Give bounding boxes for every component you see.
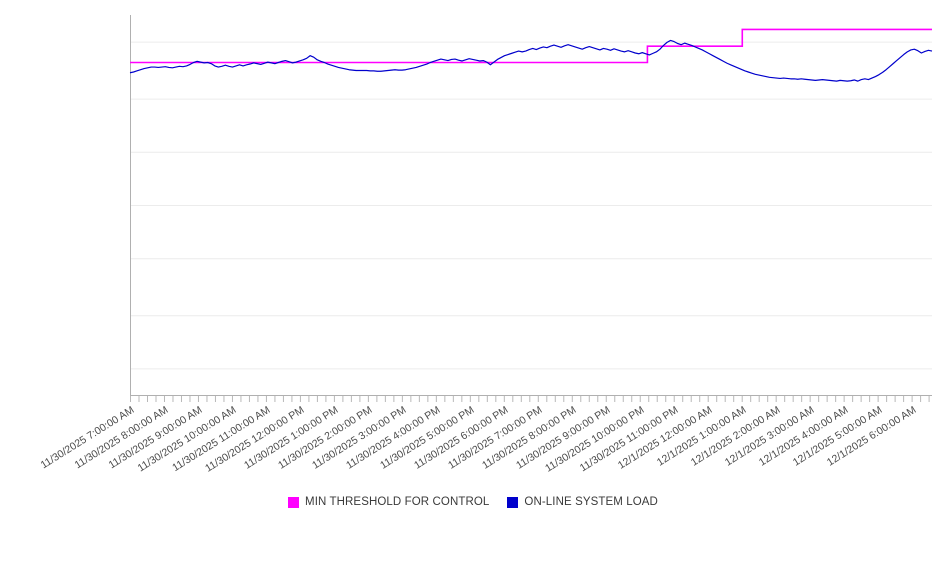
series-line-on-line-system-load bbox=[129, 39, 933, 82]
legend-item-on-line-system-load[interactable]: ON-LINE SYSTEM LOAD bbox=[507, 496, 658, 508]
chart-legend: MIN THRESHOLD FOR CONTROL ON-LINE SYSTEM… bbox=[0, 496, 946, 508]
series-line-min-threshold-for-control bbox=[130, 28, 932, 64]
x-axis-minor-ticks bbox=[130, 396, 930, 402]
axis-lines bbox=[130, 15, 932, 396]
legend-swatch-icon bbox=[288, 496, 300, 508]
legend-label: ON-LINE SYSTEM LOAD bbox=[524, 496, 658, 508]
legend-item-min-threshold-for-control[interactable]: MIN THRESHOLD FOR CONTROL bbox=[288, 496, 489, 508]
legend-swatch-icon bbox=[507, 496, 519, 508]
chart-container: 11/30/2025 7:00:00 AM 11/30/2025 8:00:00 … bbox=[0, 15, 946, 508]
gridlines bbox=[130, 41, 932, 370]
legend-label: MIN THRESHOLD FOR CONTROL bbox=[305, 496, 490, 508]
chart-plot-area bbox=[129, 15, 933, 402]
